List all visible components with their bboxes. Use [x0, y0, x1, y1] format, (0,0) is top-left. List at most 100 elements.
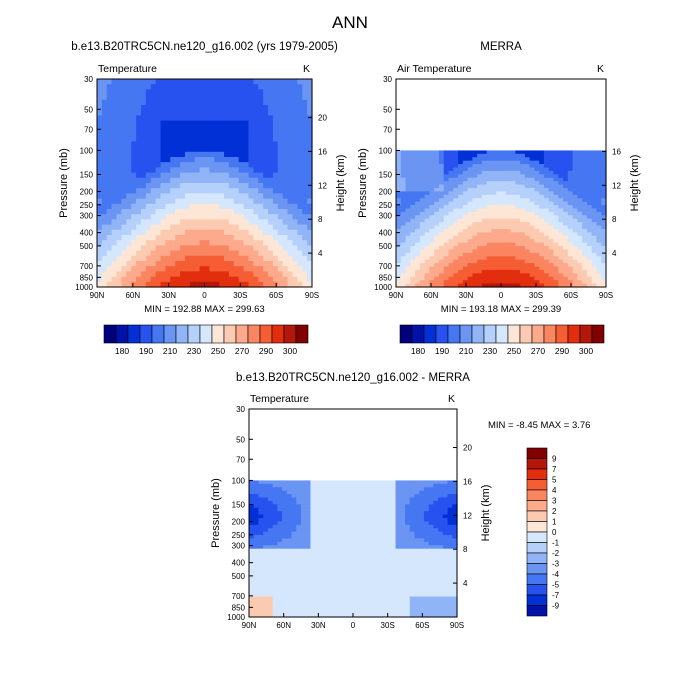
field-cell	[448, 170, 454, 175]
field-cell	[577, 218, 583, 223]
field-cell	[539, 198, 545, 203]
field-cell	[224, 172, 230, 179]
field-cell	[297, 99, 303, 106]
field-cell	[453, 160, 459, 165]
field-cell	[145, 115, 152, 122]
field-cell	[400, 170, 407, 175]
field-cell	[520, 174, 526, 179]
field-cell	[150, 255, 157, 262]
field-cell	[209, 261, 215, 267]
field-cell	[577, 246, 583, 251]
field-cell	[534, 283, 540, 288]
field-cell	[282, 480, 288, 485]
field-cell	[272, 125, 279, 132]
field-cell	[395, 538, 401, 543]
field-cell	[282, 84, 289, 90]
field-cell	[121, 167, 127, 174]
field-cell	[472, 164, 478, 169]
field-cell	[409, 541, 416, 546]
field-cell	[371, 562, 378, 567]
field-cell	[180, 157, 186, 163]
field-cell	[424, 242, 431, 247]
field-cell	[238, 235, 245, 241]
field-cell	[410, 273, 416, 278]
field-cell	[567, 225, 574, 230]
field-cell	[282, 528, 288, 533]
field-cell	[524, 215, 531, 220]
field-cell	[452, 528, 458, 533]
field-cell	[329, 531, 335, 536]
field-cell	[272, 538, 278, 543]
field-cell	[452, 507, 458, 512]
field-cell	[577, 232, 583, 237]
field-cell	[307, 183, 313, 189]
field-cell	[458, 208, 464, 213]
field-cell	[505, 164, 512, 169]
field-cell	[228, 177, 235, 184]
field-cell	[310, 528, 316, 533]
colorbar-swatch	[223, 324, 237, 344]
field-cell	[534, 153, 540, 158]
field-cell	[582, 266, 588, 271]
field-cell	[491, 249, 497, 254]
field-cell	[442, 514, 449, 519]
field-cell	[529, 215, 536, 220]
field-cell	[572, 246, 578, 251]
field-cell	[419, 576, 425, 581]
field-cell	[126, 177, 132, 184]
field-cell	[194, 235, 201, 241]
field-cell	[101, 235, 108, 241]
field-cell	[362, 511, 368, 516]
field-cell	[486, 164, 493, 169]
field-cell	[428, 572, 434, 577]
field-cell	[520, 239, 526, 244]
field-cell	[343, 576, 349, 581]
field-cell	[343, 558, 349, 563]
field-cell	[390, 555, 397, 560]
field-cell	[253, 541, 260, 546]
field-cell	[238, 162, 245, 168]
field-cell	[443, 228, 450, 233]
field-cell	[194, 167, 201, 174]
field-cell	[510, 228, 516, 233]
field-cell	[501, 225, 507, 230]
field-cell	[145, 193, 152, 200]
field-cell	[577, 164, 583, 169]
field-cell	[286, 565, 293, 570]
field-cell	[558, 153, 564, 158]
field-cell	[395, 555, 401, 560]
colorbar-swatch	[283, 324, 297, 344]
field-cell	[477, 242, 483, 247]
field-cell	[563, 167, 569, 172]
field-cell	[249, 538, 255, 543]
field-cell	[248, 198, 254, 205]
field-cell	[145, 177, 152, 184]
field-cell	[121, 136, 127, 142]
field-cell	[563, 242, 569, 247]
field-cell	[287, 141, 294, 148]
field-cell	[491, 218, 497, 223]
field-cell	[390, 535, 397, 540]
field-cell	[307, 209, 313, 215]
field-cell	[563, 225, 569, 230]
field-cell	[296, 535, 302, 540]
field-cell	[272, 558, 278, 563]
field-cell	[577, 184, 583, 189]
field-cell	[277, 541, 283, 546]
field-cell	[539, 170, 545, 175]
field-cell	[395, 514, 401, 519]
field-cell	[442, 500, 449, 505]
field-cell	[462, 150, 469, 155]
field-cell	[534, 181, 540, 186]
field-cell	[558, 263, 564, 268]
field-cell	[510, 239, 516, 244]
field-cell	[405, 256, 411, 261]
field-cell	[481, 157, 488, 162]
field-cell	[447, 569, 453, 574]
field-cell	[371, 569, 378, 574]
field-cell	[249, 494, 255, 499]
field-cell	[248, 188, 254, 194]
field-cell	[305, 507, 312, 512]
field-cell	[591, 273, 598, 278]
field-cell	[563, 208, 569, 213]
